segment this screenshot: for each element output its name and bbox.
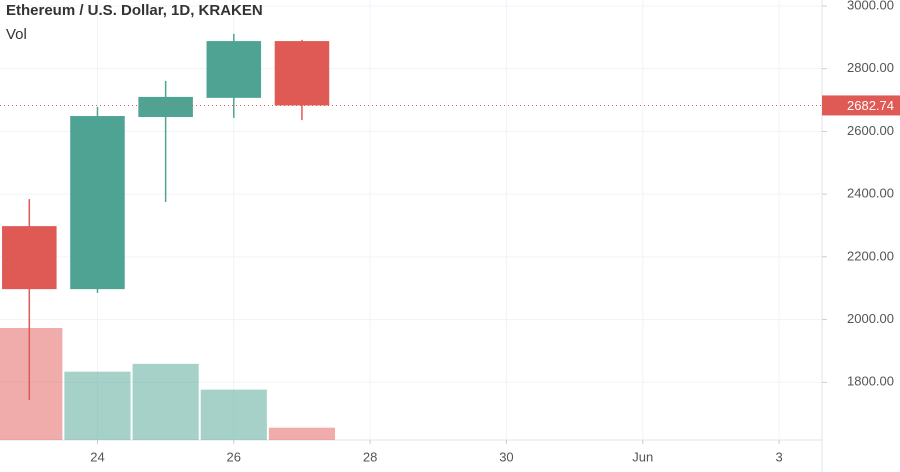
candle-body	[206, 41, 262, 98]
x-tick-label: 26	[227, 449, 241, 464]
y-tick-label: 2600.00	[847, 123, 894, 138]
candle-layer	[2, 33, 330, 401]
volume-bar	[64, 371, 131, 440]
volume-bar	[0, 328, 63, 440]
y-tick-label: 2800.00	[847, 60, 894, 75]
candle-body	[274, 41, 330, 106]
candle-body	[138, 96, 193, 117]
y-tick-label: 3000.00	[847, 0, 894, 12]
candle-body	[2, 226, 57, 290]
volume-bar	[200, 389, 267, 440]
x-tick-label: 3	[775, 449, 782, 464]
y-tick-label: 2400.00	[847, 186, 894, 201]
volume-label: Vol	[6, 26, 27, 43]
volume-layer	[0, 328, 336, 440]
x-tick-label: 24	[90, 449, 104, 464]
x-tick-label: 28	[363, 449, 377, 464]
volume-bar	[268, 427, 336, 440]
x-tick-label: Jun	[632, 449, 653, 464]
candle-body	[70, 116, 125, 290]
y-tick-label: 2000.00	[847, 311, 894, 326]
chart-title: Ethereum / U.S. Dollar, 1D, KRAKEN	[6, 2, 263, 19]
last-price-label: 2682.74	[847, 98, 894, 113]
y-tick-label: 1800.00	[847, 374, 894, 389]
x-tick-label: 30	[499, 449, 513, 464]
y-tick-label: 2200.00	[847, 248, 894, 263]
last-price-box	[822, 95, 900, 116]
volume-bar	[132, 363, 199, 440]
